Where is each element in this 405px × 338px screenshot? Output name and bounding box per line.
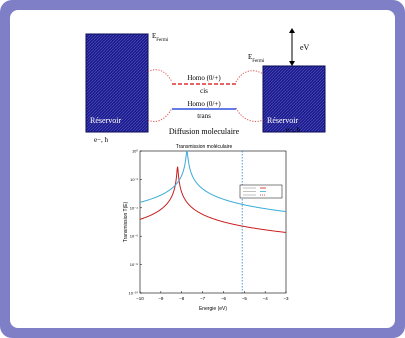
fermi-right-label: EFermi — [248, 53, 265, 64]
coupling-arc-right-top — [235, 70, 264, 83]
x-tick-label: −6 — [221, 296, 227, 301]
left-reservoir — [85, 33, 149, 133]
slide-panel: Réservoir e−, h EFermi Réservoir e−, h E… — [10, 10, 395, 328]
series-curves — [139, 150, 287, 233]
coupling-arc-left-top — [147, 69, 173, 83]
axis-ticks: −10 −9 −8 −7 −6 −5 −4 −3 10⁻¹⁰ 10⁻⁸ 10⁻⁶ 10⁻⁴ 10⁻² 10… — [129, 149, 290, 302]
trans-level-label: Homo (0/+) — [187, 100, 221, 108]
coupling-arc-right-bottom — [235, 107, 264, 122]
bias-arrow-down-head — [289, 61, 295, 66]
fermi-left-label: EFermi — [152, 32, 169, 43]
x-axis-label: Energie (eV) — [199, 306, 227, 312]
left-reservoir-label: Réservoir — [90, 116, 121, 125]
coupling-arc-left-bottom — [147, 107, 173, 122]
series-line-1 — [139, 166, 287, 233]
y-tick-label: 10⁻⁴ — [130, 205, 139, 210]
left-reservoir-sublabel: e−, h — [94, 136, 109, 144]
x-tick-label: −9 — [158, 296, 164, 301]
series-line-2 — [139, 150, 287, 213]
transmission-chart: Transmission moléculaire −10 −9 −8 −7 −6 −5 −4… — [123, 144, 289, 312]
y-tick-label: 10⁻⁶ — [130, 234, 139, 239]
trans-level-sublabel: trans — [197, 112, 211, 120]
x-tick-label: −5 — [242, 296, 248, 301]
energy-diagram: Réservoir e−, h EFermi Réservoir e−, h E… — [85, 28, 326, 312]
chart-legend — [239, 184, 283, 199]
y-axis-label: Transmission T(E) — [123, 201, 129, 242]
plot-frame — [139, 150, 287, 294]
y-tick-label: 10⁻⁸ — [130, 262, 139, 267]
cis-level-label: Homo (0/+) — [187, 74, 221, 82]
x-tick-label: −10 — [136, 296, 144, 301]
y-tick-label: 10⁰ — [132, 149, 138, 154]
x-tick-label: −3 — [283, 296, 289, 301]
y-tick-label: 10⁻² — [130, 177, 139, 182]
bias-label: eV — [300, 43, 310, 52]
x-tick-label: −8 — [179, 296, 185, 301]
right-reservoir-sublabel: e−, h — [286, 126, 301, 134]
diagram-caption: Diffusion moleculaire — [169, 127, 240, 136]
right-reservoir-label: Réservoir — [267, 116, 298, 125]
x-tick-label: −4 — [263, 296, 269, 301]
right-reservoir — [262, 65, 326, 133]
bias-arrow-up-head — [289, 28, 295, 33]
chart-title: Transmission moléculaire — [176, 144, 233, 150]
y-tick-label: 10⁻¹⁰ — [129, 291, 139, 296]
x-tick-label: −7 — [200, 296, 206, 301]
cis-level-sublabel: cis — [200, 87, 208, 95]
